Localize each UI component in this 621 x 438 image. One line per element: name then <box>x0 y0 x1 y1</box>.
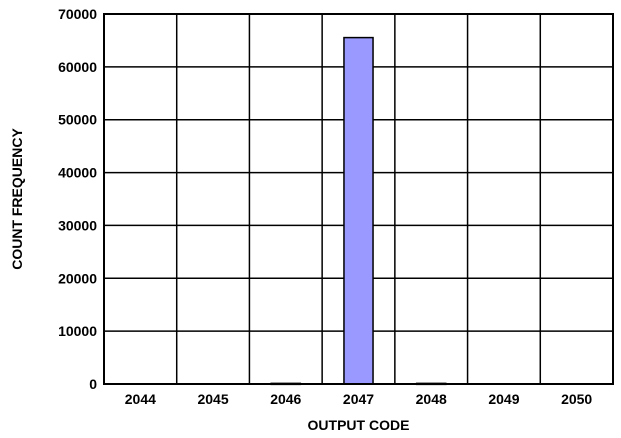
x-tick-label: 2050 <box>561 391 592 407</box>
bar-2047 <box>343 36 374 385</box>
y-axis-title: COUNT FREQUENCY <box>9 128 25 270</box>
x-tick-label: 2047 <box>343 391 374 407</box>
bars <box>270 36 447 386</box>
x-tick-label: 2049 <box>488 391 519 407</box>
y-tick-label: 30000 <box>58 217 97 233</box>
y-tick-label: 60000 <box>58 59 97 75</box>
x-tick-label: 2044 <box>125 391 156 407</box>
x-tick-label: 2048 <box>416 391 447 407</box>
x-tick-labels: 2044 2045 2046 2047 2048 2049 2050 <box>125 391 593 407</box>
y-tick-label: 50000 <box>58 112 97 128</box>
y-tick-label: 10000 <box>58 323 97 339</box>
plot-frame <box>103 13 614 385</box>
y-tick-label: 0 <box>89 376 97 392</box>
x-tick-label: 2046 <box>270 391 301 407</box>
y-tick-label: 40000 <box>58 165 97 181</box>
y-tick-label: 20000 <box>58 270 97 286</box>
y-tick-labels: 0 10000 20000 30000 40000 50000 60000 70000 <box>58 6 97 392</box>
x-tick-label: 2045 <box>197 391 228 407</box>
x-axis-title: OUTPUT CODE <box>308 417 410 433</box>
y-tick-label: 70000 <box>58 6 97 22</box>
